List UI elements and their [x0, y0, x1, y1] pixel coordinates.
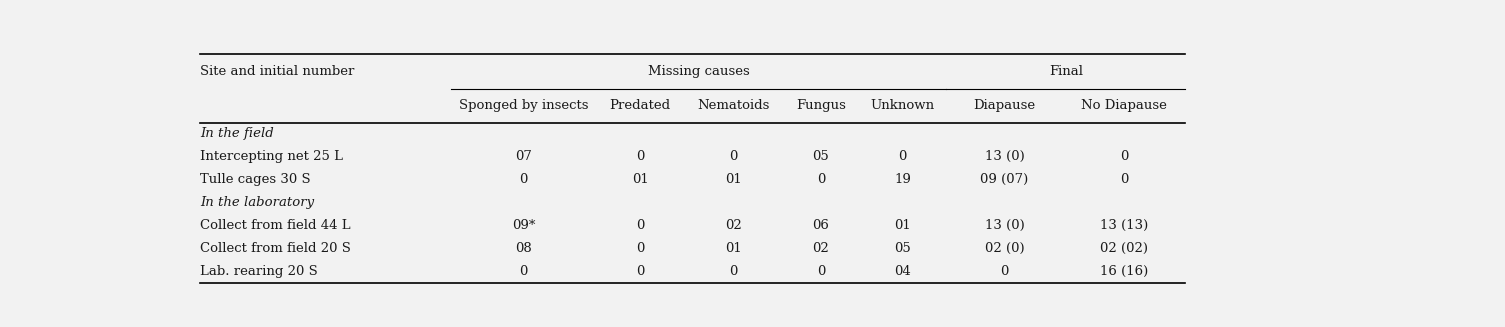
Text: 02 (02): 02 (02)	[1100, 242, 1148, 255]
Text: Lab. rearing 20 S: Lab. rearing 20 S	[200, 265, 318, 278]
Text: 01: 01	[725, 242, 742, 255]
Text: 0: 0	[637, 242, 644, 255]
Text: 0: 0	[519, 173, 528, 186]
Text: 0: 0	[1001, 265, 1008, 278]
Text: 09*: 09*	[512, 219, 536, 232]
Text: 01: 01	[632, 173, 649, 186]
Text: Predated: Predated	[610, 99, 671, 112]
Text: 01: 01	[725, 173, 742, 186]
Text: 0: 0	[730, 265, 737, 278]
Text: 0: 0	[519, 265, 528, 278]
Text: Diapause: Diapause	[974, 99, 1035, 112]
Text: 0: 0	[637, 219, 644, 232]
Text: 0: 0	[817, 265, 825, 278]
Text: Sponged by insects: Sponged by insects	[459, 99, 588, 112]
Text: 16 (16): 16 (16)	[1100, 265, 1148, 278]
Text: 05: 05	[894, 242, 911, 255]
Text: 19: 19	[894, 173, 911, 186]
Text: Collect from field 20 S: Collect from field 20 S	[200, 242, 351, 255]
Text: 05: 05	[813, 150, 829, 163]
Text: 13 (13): 13 (13)	[1100, 219, 1148, 232]
Text: 08: 08	[515, 242, 531, 255]
Text: 06: 06	[813, 219, 829, 232]
Text: 0: 0	[1120, 150, 1129, 163]
Text: 09 (07): 09 (07)	[980, 173, 1029, 186]
Text: Fungus: Fungus	[796, 99, 846, 112]
Text: In the laboratory: In the laboratory	[200, 196, 315, 209]
Text: Site and initial number: Site and initial number	[200, 65, 354, 78]
Text: Nematoids: Nematoids	[697, 99, 769, 112]
Text: Missing causes: Missing causes	[647, 65, 749, 78]
Text: 0: 0	[1120, 173, 1129, 186]
Text: In the field: In the field	[200, 128, 274, 141]
Text: Intercepting net 25 L: Intercepting net 25 L	[200, 150, 343, 163]
Text: 04: 04	[894, 265, 911, 278]
Text: 0: 0	[637, 150, 644, 163]
Text: 0: 0	[730, 150, 737, 163]
Text: 13 (0): 13 (0)	[984, 150, 1025, 163]
Text: Final: Final	[1049, 65, 1082, 78]
Text: 02 (0): 02 (0)	[984, 242, 1025, 255]
Text: 02: 02	[813, 242, 829, 255]
Text: 0: 0	[637, 265, 644, 278]
Text: 07: 07	[515, 150, 531, 163]
Text: No Diapause: No Diapause	[1081, 99, 1166, 112]
Text: Tulle cages 30 S: Tulle cages 30 S	[200, 173, 310, 186]
Text: Unknown: Unknown	[870, 99, 935, 112]
Text: 13 (0): 13 (0)	[984, 219, 1025, 232]
Text: 01: 01	[894, 219, 911, 232]
Text: Collect from field 44 L: Collect from field 44 L	[200, 219, 351, 232]
Text: 0: 0	[898, 150, 906, 163]
Text: 0: 0	[817, 173, 825, 186]
Text: 02: 02	[725, 219, 742, 232]
